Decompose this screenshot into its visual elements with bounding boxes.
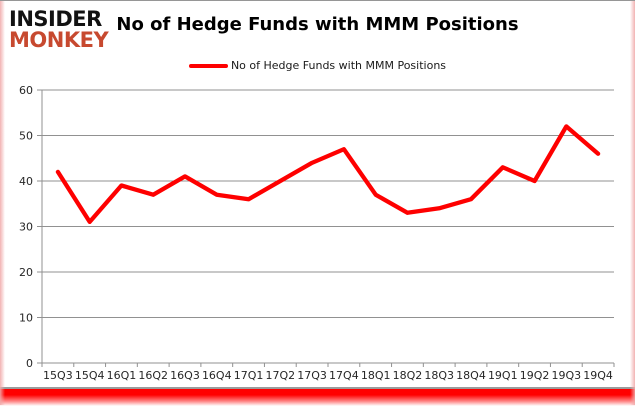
logo-text-monkey: MONKEY xyxy=(9,27,109,52)
insider-monkey-logo: INSIDER MONKEY xyxy=(9,9,119,50)
legend-label: No of Hedge Funds with MMM Positions xyxy=(230,59,447,72)
x-axis-label: 19Q3 xyxy=(552,369,582,382)
y-axis-label: 30 xyxy=(19,221,33,234)
data-series-line xyxy=(55,124,601,225)
x-axis-label: 18Q3 xyxy=(424,369,454,382)
x-axis-label: 15Q3 xyxy=(43,369,73,382)
x-axis-label: 17Q2 xyxy=(266,369,296,382)
x-axis-label: 18Q4 xyxy=(456,369,486,382)
page-title: No of Hedge Funds with MMM Positions xyxy=(116,14,519,35)
x-axis-label: 19Q1 xyxy=(488,369,518,382)
y-axis-label: 50 xyxy=(19,130,33,143)
x-axis-label: 18Q2 xyxy=(393,369,423,382)
x-axis-label: 16Q4 xyxy=(202,369,232,382)
x-axis-label: 17Q1 xyxy=(234,369,264,382)
y-axis-label: 40 xyxy=(19,175,33,188)
x-axis-label: 15Q4 xyxy=(75,369,105,382)
bottom-red-bar xyxy=(0,389,635,406)
x-axis-label: 19Q4 xyxy=(583,369,613,382)
y-axis-label: 60 xyxy=(19,84,33,97)
y-axis-label: 0 xyxy=(26,357,33,370)
title-row: No of Hedge Funds with MMM Positions xyxy=(0,14,635,35)
y-axis-label: 10 xyxy=(19,312,33,325)
x-axis-label: 16Q3 xyxy=(170,369,200,382)
y-axis-label: 20 xyxy=(19,266,33,279)
legend-line-marker xyxy=(188,63,228,68)
legend: No of Hedge Funds with MMM Positions xyxy=(0,59,635,72)
logo-text-insider: INSIDER xyxy=(9,7,102,31)
x-axis-label: 16Q1 xyxy=(107,369,137,382)
x-axis-label: 16Q2 xyxy=(138,369,168,382)
x-axis-label: 17Q4 xyxy=(329,369,359,382)
x-axis-label: 17Q3 xyxy=(297,369,327,382)
bottom-rule xyxy=(0,387,635,389)
x-axis-label: 19Q2 xyxy=(520,369,550,382)
x-axis-label: 18Q1 xyxy=(361,369,391,382)
